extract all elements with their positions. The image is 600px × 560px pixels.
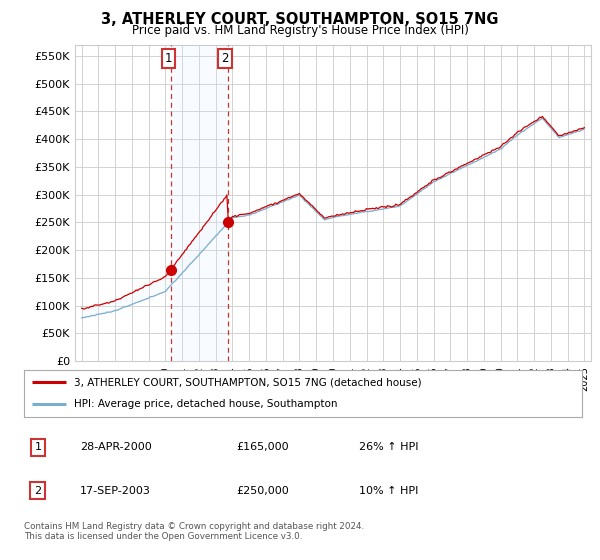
Text: 28-APR-2000: 28-APR-2000 [80,442,152,452]
Text: £250,000: £250,000 [236,486,289,496]
Text: 3, ATHERLEY COURT, SOUTHAMPTON, SO15 7NG: 3, ATHERLEY COURT, SOUTHAMPTON, SO15 7NG [101,12,499,27]
Text: 1: 1 [165,52,172,65]
Text: HPI: Average price, detached house, Southampton: HPI: Average price, detached house, Sout… [74,399,338,409]
Text: 2: 2 [34,486,41,496]
Text: 2: 2 [221,52,229,65]
Text: 3, ATHERLEY COURT, SOUTHAMPTON, SO15 7NG (detached house): 3, ATHERLEY COURT, SOUTHAMPTON, SO15 7NG… [74,377,422,388]
Text: 10% ↑ HPI: 10% ↑ HPI [359,486,418,496]
Text: 1: 1 [34,442,41,452]
Text: 26% ↑ HPI: 26% ↑ HPI [359,442,418,452]
Text: Contains HM Land Registry data © Crown copyright and database right 2024.
This d: Contains HM Land Registry data © Crown c… [24,522,364,542]
Text: £165,000: £165,000 [236,442,289,452]
Text: 17-SEP-2003: 17-SEP-2003 [80,486,151,496]
Bar [171,45,227,361]
Text: Price paid vs. HM Land Registry's House Price Index (HPI): Price paid vs. HM Land Registry's House … [131,24,469,37]
